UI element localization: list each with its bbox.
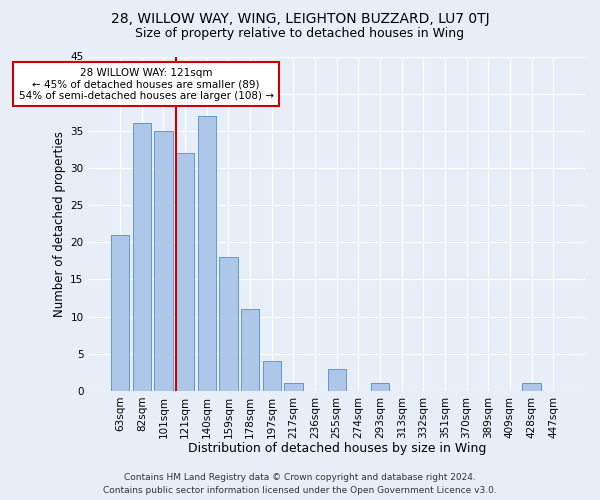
Bar (523, 384, 541, 391)
Bar (154, 131, 173, 391)
Text: Contains HM Land Registry data © Crown copyright and database right 2024.
Contai: Contains HM Land Registry data © Crown c… (103, 474, 497, 495)
Bar (176, 153, 194, 391)
Bar (328, 368, 346, 391)
Bar (241, 309, 259, 391)
Text: Size of property relative to detached houses in Wing: Size of property relative to detached ho… (136, 28, 464, 40)
Bar (111, 235, 130, 391)
Bar (284, 384, 302, 391)
X-axis label: Distribution of detached houses by size in Wing: Distribution of detached houses by size … (188, 442, 486, 455)
Bar (219, 257, 238, 391)
Bar (197, 116, 216, 391)
Bar (371, 384, 389, 391)
Bar (263, 361, 281, 391)
Text: 28 WILLOW WAY: 121sqm
← 45% of detached houses are smaller (89)
54% of semi-deta: 28 WILLOW WAY: 121sqm ← 45% of detached … (19, 68, 274, 101)
Bar (133, 124, 151, 391)
Text: 28, WILLOW WAY, WING, LEIGHTON BUZZARD, LU7 0TJ: 28, WILLOW WAY, WING, LEIGHTON BUZZARD, … (110, 12, 490, 26)
Y-axis label: Number of detached properties: Number of detached properties (53, 130, 66, 316)
